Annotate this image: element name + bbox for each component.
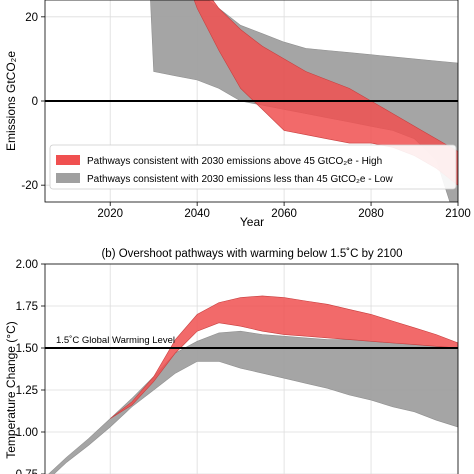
x-tick-label: 2020 [97, 208, 123, 220]
y-tick-label: 1.25 [16, 385, 38, 397]
y-tick-label: 1.75 [16, 301, 38, 313]
temperature-bands [48, 295, 458, 474]
y-tick-label: 1.00 [16, 427, 38, 439]
temperature-y-axis-label: Temperature Change (°C) [4, 321, 18, 459]
legend-box [49, 144, 457, 190]
emissions-x-ticks: 2020 2040 2060 2080 2100 [97, 202, 471, 220]
y-tick-label: -20 [21, 180, 38, 192]
temperature-chart-title: (b) Overshoot pathways with warming belo… [101, 248, 402, 260]
y-tick-label: 0.75 [16, 469, 38, 474]
emissions-band-high [193, 0, 458, 186]
legend-label-high: Pathways consistent with 2030 emissions … [87, 156, 382, 167]
y-tick-label: 2.00 [16, 259, 38, 271]
temperature-band-low [48, 330, 458, 474]
x-tick-label: 2080 [358, 208, 384, 220]
temperature-band-high [110, 295, 458, 419]
emissions-chart: 2020 2040 2060 2080 2100 20 0 -20 Year Emissio… [4, 0, 471, 229]
emissions-x-axis-label: Year [240, 215, 264, 229]
legend-swatch-high [56, 155, 80, 165]
emissions-y-axis-label: Emissions GtCO₂e [4, 51, 18, 151]
x-tick-label: 2100 [445, 208, 471, 220]
temperature-plot-frame [44, 263, 459, 474]
x-tick-label: 2040 [184, 208, 210, 220]
x-tick-label: 2060 [271, 208, 297, 220]
warming-level-label: 1.5˚C Global Warming Level [56, 335, 175, 346]
y-tick-label: 0 [32, 96, 38, 108]
emissions-y-ticks: 20 0 -20 [21, 12, 45, 192]
y-tick-label: 20 [25, 12, 38, 24]
legend-label-low: Pathways consistent with 2030 emissions … [87, 174, 393, 185]
y-tick-label: 1.50 [16, 343, 38, 355]
emissions-legend: Pathways consistent with 2030 emissions … [49, 144, 457, 190]
temperature-chart: (b) Overshoot pathways with warming belo… [4, 248, 459, 474]
temperature-y-ticks: 2.00 1.75 1.50 1.25 1.00 0.75 [16, 259, 45, 474]
legend-swatch-low [56, 173, 80, 183]
